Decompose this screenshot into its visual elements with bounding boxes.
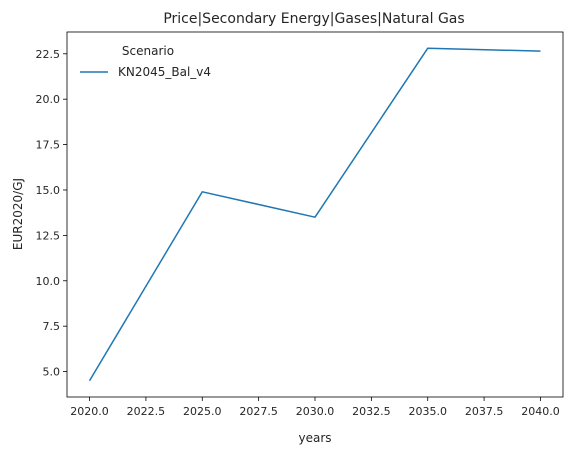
plot-area — [66, 31, 564, 398]
y-tick-label: 15.0 — [36, 184, 61, 197]
y-tick-label: 17.5 — [36, 139, 61, 152]
legend-entry-label: KN2045_Bal_v4 — [118, 65, 211, 79]
x-tick-label: 2025.0 — [183, 405, 222, 418]
y-tick-label: 12.5 — [36, 229, 61, 242]
y-tick-label: 20.0 — [36, 93, 61, 106]
x-tick-label: 2020.0 — [70, 405, 109, 418]
x-axis: 2020.0 2022.5 2025.0 2027.5 2030.0 2032.5 2035… — [70, 397, 560, 418]
legend-title: Scenario — [122, 44, 174, 58]
x-tick-label: 2032.5 — [352, 405, 391, 418]
series-layer — [88, 47, 541, 382]
legend: Scenario KN2045_Bal_v4 — [80, 44, 211, 79]
x-tick-label: 2040.0 — [521, 405, 560, 418]
series-line — [88, 47, 541, 382]
chart-title: Price|Secondary Energy|Gases|Natural Gas — [163, 11, 464, 27]
x-axis-label: years — [298, 431, 331, 445]
x-tick-label: 2027.5 — [239, 405, 278, 418]
x-tick-label: 2022.5 — [127, 405, 166, 418]
y-axis: 5.0 7.5 10.0 12.5 15.0 17.5 20.0 22.5 — [36, 48, 67, 379]
y-tick-label: 10.0 — [36, 275, 61, 288]
x-tick-label: 2035.0 — [408, 405, 447, 418]
x-tick-label: 2030.0 — [296, 405, 335, 418]
y-tick-label: 7.5 — [43, 320, 61, 333]
y-tick-label: 5.0 — [43, 366, 61, 379]
y-axis-label: EUR2020/GJ — [11, 178, 25, 250]
y-tick-label: 22.5 — [36, 48, 61, 61]
x-tick-label: 2037.5 — [465, 405, 504, 418]
